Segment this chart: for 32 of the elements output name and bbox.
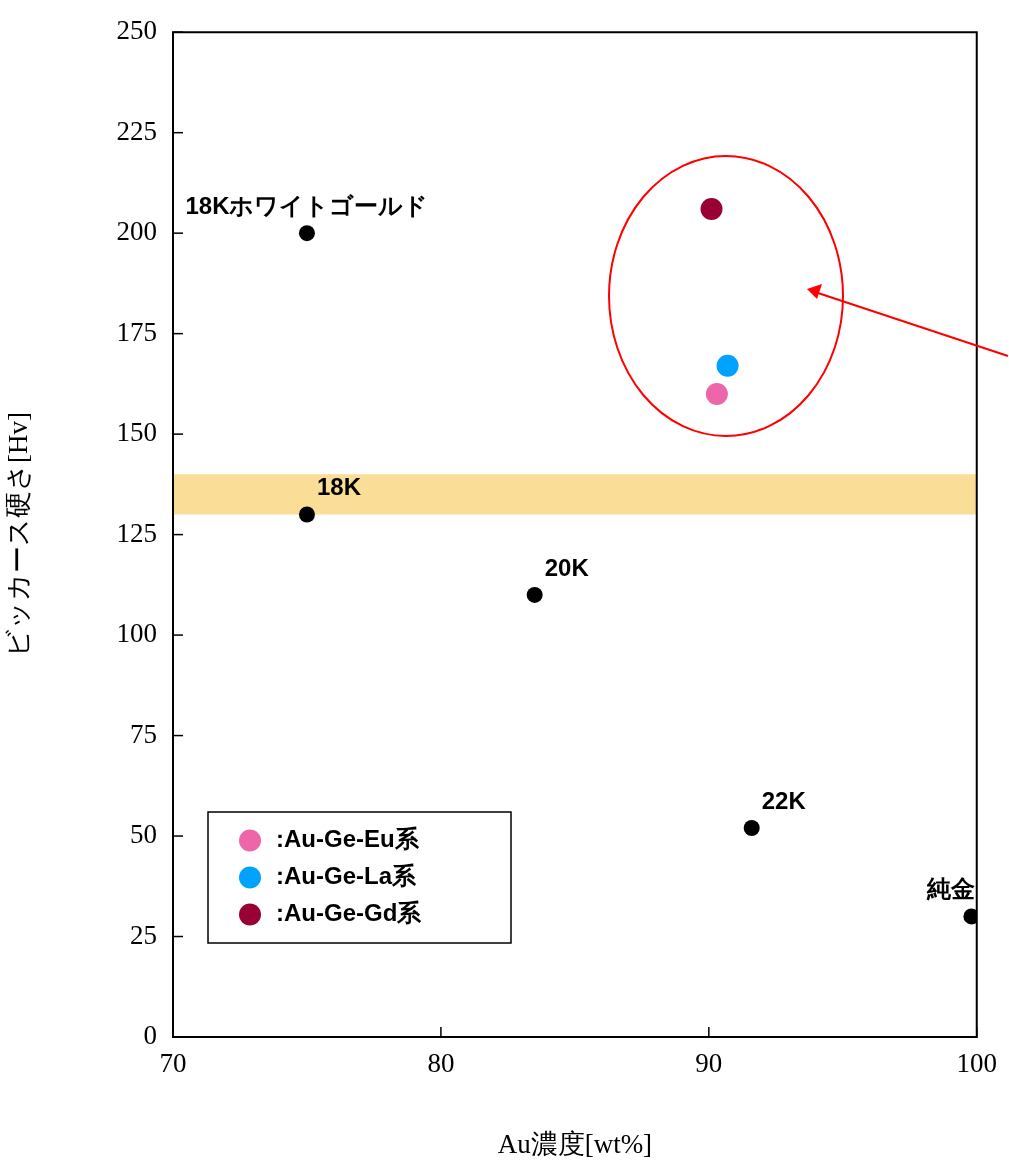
x-tick-label: 80	[427, 1048, 455, 1079]
y-tick-label: 50	[130, 819, 157, 850]
point	[700, 198, 723, 221]
y-tick-label: 225	[116, 115, 157, 146]
point	[526, 586, 543, 603]
x-tick-label: 100	[956, 1048, 997, 1079]
y-tick-label: 100	[116, 618, 157, 649]
y-tick-label: 150	[116, 417, 157, 448]
annotation: 純金	[926, 875, 976, 903]
x-axis-title: Au濃度[wt%]	[497, 1128, 653, 1159]
annotation: 20K	[544, 553, 590, 581]
y-tick-label: 75	[130, 718, 157, 749]
annotation: 18K	[316, 473, 362, 501]
point	[298, 225, 315, 242]
annotation: 22K	[761, 786, 807, 814]
y-tick-label: 200	[116, 216, 157, 247]
y-tick-label: 125	[116, 517, 157, 548]
legend-label: :Au-Ge-Eu系	[276, 825, 420, 853]
y-tick-label: 25	[130, 919, 157, 950]
point	[705, 382, 728, 405]
y-tick-label: 175	[116, 316, 157, 347]
y-tick-label: 250	[116, 15, 157, 46]
point	[743, 820, 760, 836]
y-axis-title: ビッカース硬さ[Hv]	[3, 412, 34, 658]
legend-label: :Au-Ge-La系	[276, 862, 417, 890]
y-tick-label: 0	[143, 1020, 157, 1051]
legend-label: :Au-Ge-Gd系	[276, 899, 423, 927]
x-tick-label: 70	[159, 1048, 187, 1079]
point	[716, 354, 739, 377]
point	[298, 506, 315, 523]
annotation: 18Kホワイトゴールド	[185, 191, 429, 219]
x-tick-label: 90	[695, 1048, 723, 1079]
